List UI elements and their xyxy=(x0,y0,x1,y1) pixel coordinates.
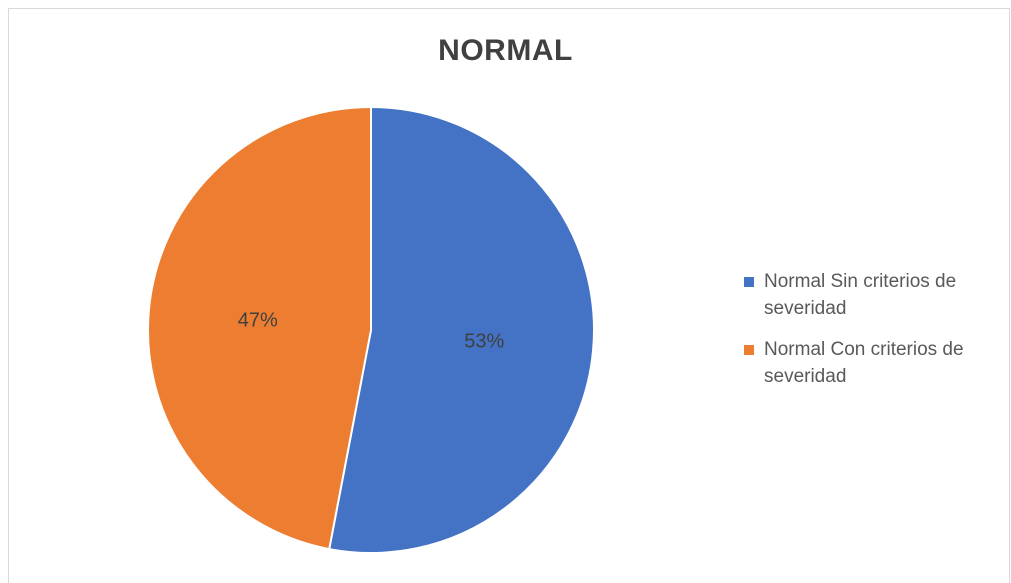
chart-title: NORMAL xyxy=(438,34,573,67)
legend-item-sin-criterios: Normal Sin criterios de severidad xyxy=(744,268,1004,322)
legend-swatch-orange xyxy=(744,345,754,355)
legend: Normal Sin criterios de severidad Normal… xyxy=(744,268,1004,404)
legend-label: Normal Con criterios de severidad xyxy=(764,339,964,387)
legend-item-con-criterios: Normal Con criterios de severidad xyxy=(744,336,1004,390)
pie-slices xyxy=(147,105,595,554)
pie-labels: 53% 47% xyxy=(238,309,505,352)
pie-slice-0 xyxy=(328,105,595,554)
legend-label: Normal Sin criterios de severidad xyxy=(764,271,957,319)
pie-data-label-0: 53% xyxy=(464,331,504,353)
legend-swatch-blue xyxy=(744,277,754,287)
pie-data-label-1: 47% xyxy=(238,309,278,331)
pie-slice-1 xyxy=(147,105,372,551)
